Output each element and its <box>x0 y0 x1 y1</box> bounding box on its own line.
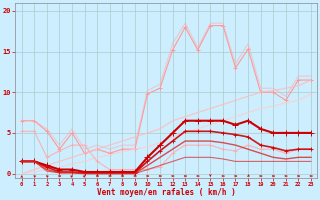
X-axis label: Vent moyen/en rafales ( km/h ): Vent moyen/en rafales ( km/h ) <box>97 188 236 197</box>
